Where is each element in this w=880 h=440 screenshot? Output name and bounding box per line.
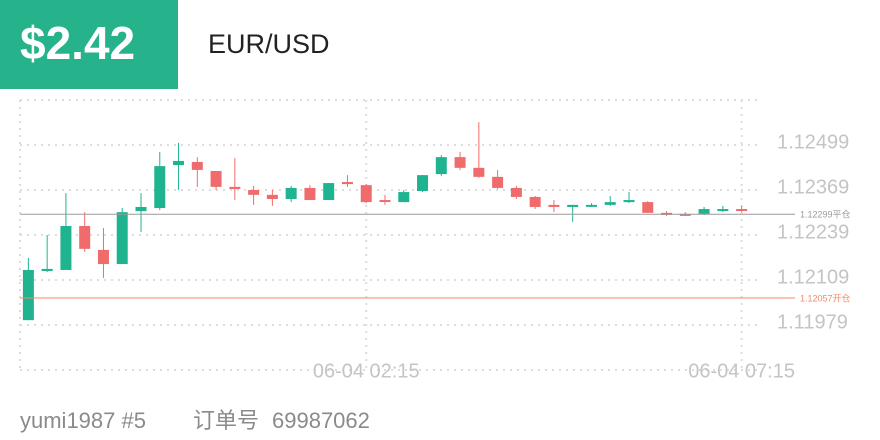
x-tick-label: 06-04 02:15 bbox=[313, 360, 420, 382]
candle-body bbox=[435, 157, 447, 175]
candle-body bbox=[604, 202, 616, 205]
y-tick-label: 1.12109 bbox=[777, 266, 849, 288]
candle-body bbox=[623, 200, 635, 203]
candle-body bbox=[41, 268, 53, 271]
order-number: 69987062 bbox=[272, 408, 370, 433]
candle-body bbox=[585, 204, 597, 207]
candle-body bbox=[492, 176, 504, 188]
x-tick-label: 06-04 07:15 bbox=[688, 360, 795, 382]
order-label: 订单号 bbox=[193, 408, 259, 433]
candle-body bbox=[266, 194, 278, 199]
y-tick-label: 1.12239 bbox=[777, 221, 849, 243]
profit: $2.42 bbox=[20, 17, 135, 69]
candle-body bbox=[154, 166, 166, 208]
candle-body bbox=[736, 209, 748, 212]
candle-body bbox=[116, 212, 128, 265]
candle-body bbox=[135, 206, 147, 212]
candle-body bbox=[60, 226, 72, 270]
candle-body bbox=[323, 183, 335, 201]
candle-body bbox=[529, 196, 541, 207]
candle-body bbox=[548, 204, 560, 207]
candle-body bbox=[454, 157, 466, 168]
candle-body bbox=[379, 200, 391, 203]
candle-body bbox=[398, 192, 410, 203]
candle-body bbox=[642, 202, 654, 213]
candle-body bbox=[97, 249, 109, 265]
candle-body bbox=[679, 213, 691, 216]
user: yumi1987 #5 bbox=[20, 408, 146, 433]
candle-body bbox=[191, 161, 203, 170]
candle-body bbox=[22, 269, 34, 321]
candle-body bbox=[248, 190, 260, 195]
profit-badge bbox=[0, 0, 178, 89]
y-tick-label: 1.12499 bbox=[777, 131, 849, 153]
candle-body bbox=[210, 170, 222, 187]
candle-body bbox=[304, 187, 316, 201]
candle-body bbox=[717, 209, 729, 212]
symbol: EUR/USD bbox=[208, 29, 330, 59]
candle-body bbox=[510, 187, 522, 197]
candle-body bbox=[285, 187, 297, 199]
candle-body bbox=[229, 186, 241, 189]
candle-body bbox=[173, 160, 185, 166]
position-label: 1.12299平仓 bbox=[800, 209, 851, 220]
candle-body bbox=[360, 185, 372, 203]
candle-body bbox=[79, 226, 91, 249]
candle-body bbox=[567, 204, 579, 207]
candle-body bbox=[417, 175, 429, 192]
y-tick-label: 1.12369 bbox=[777, 176, 849, 198]
candle-body bbox=[341, 182, 353, 185]
y-tick-label: 1.11979 bbox=[777, 311, 848, 333]
candle-body bbox=[473, 167, 485, 177]
candle-body bbox=[698, 209, 710, 214]
position-label: 1.12057开仓 bbox=[800, 292, 851, 303]
